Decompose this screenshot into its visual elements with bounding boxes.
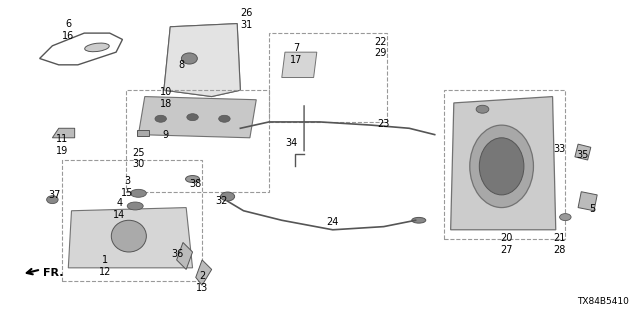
Text: 21
28: 21 28 — [553, 233, 565, 255]
Ellipse shape — [47, 196, 58, 204]
Text: 8: 8 — [179, 60, 185, 70]
Ellipse shape — [470, 125, 534, 208]
Text: 37: 37 — [48, 190, 60, 200]
Text: 10
18: 10 18 — [159, 87, 172, 109]
Polygon shape — [282, 52, 317, 77]
Ellipse shape — [127, 202, 143, 210]
Ellipse shape — [221, 192, 235, 201]
Polygon shape — [578, 192, 597, 211]
Polygon shape — [68, 208, 193, 268]
Bar — [444, 90, 565, 239]
Text: 24: 24 — [326, 217, 339, 227]
Polygon shape — [164, 24, 241, 97]
Ellipse shape — [155, 115, 166, 122]
Polygon shape — [177, 243, 193, 269]
Bar — [137, 131, 148, 136]
Text: 22
29: 22 29 — [374, 36, 387, 58]
Ellipse shape — [131, 189, 147, 197]
Text: 7
17: 7 17 — [290, 43, 303, 65]
Text: 5: 5 — [589, 204, 596, 214]
Ellipse shape — [84, 43, 109, 52]
Polygon shape — [575, 144, 591, 160]
Text: 36: 36 — [172, 249, 184, 259]
Ellipse shape — [187, 114, 198, 121]
Text: 3
15: 3 15 — [122, 176, 134, 198]
Bar — [62, 160, 202, 281]
Text: 38: 38 — [189, 179, 202, 189]
Text: 9: 9 — [163, 130, 169, 140]
Ellipse shape — [479, 138, 524, 195]
Ellipse shape — [476, 105, 489, 113]
Polygon shape — [52, 128, 75, 138]
Text: 26
31: 26 31 — [241, 8, 253, 30]
Text: 6
16: 6 16 — [62, 19, 74, 41]
Ellipse shape — [181, 53, 197, 64]
Text: 25
30: 25 30 — [132, 148, 145, 169]
Text: 32: 32 — [215, 196, 227, 206]
Text: 1
12: 1 12 — [99, 255, 111, 277]
Text: 35: 35 — [577, 150, 589, 160]
Text: 20
27: 20 27 — [500, 233, 513, 255]
Bar — [269, 33, 387, 122]
Polygon shape — [138, 97, 256, 138]
Ellipse shape — [186, 176, 200, 182]
Ellipse shape — [111, 220, 147, 252]
Text: 2
13: 2 13 — [196, 271, 208, 293]
Text: 34: 34 — [285, 138, 298, 148]
Ellipse shape — [412, 217, 426, 223]
Polygon shape — [451, 97, 556, 230]
Polygon shape — [196, 260, 212, 285]
Text: TX84B5410: TX84B5410 — [577, 297, 629, 306]
Ellipse shape — [219, 115, 230, 122]
Ellipse shape — [559, 214, 571, 220]
Text: 23: 23 — [378, 118, 390, 129]
Text: 11
19: 11 19 — [56, 134, 68, 156]
Text: 33: 33 — [553, 144, 565, 154]
Bar — [125, 90, 269, 192]
Text: 4
14: 4 14 — [113, 198, 125, 220]
Text: FR.: FR. — [43, 268, 63, 278]
